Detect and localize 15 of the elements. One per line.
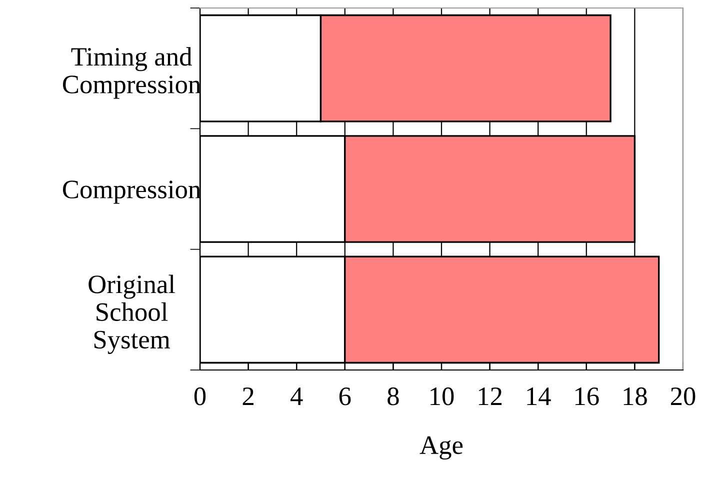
- x-tick-label: 8: [388, 387, 399, 406]
- x-tick-label: 14: [527, 388, 551, 405]
- x-tick-label: 18: [624, 387, 647, 406]
- x-tick-label: 20: [670, 387, 696, 406]
- y-tick-label: Timing and Compression: [62, 47, 201, 99]
- y-tick-label: Compression: [62, 180, 201, 204]
- y-tick-label: Original School System: [88, 274, 175, 354]
- x-tick-label: 0: [194, 387, 206, 406]
- x-tick-label: 16: [576, 388, 599, 406]
- x-tick-label: 2: [242, 388, 254, 405]
- x-tick-label: 10: [430, 387, 454, 406]
- x-tick-label: 6: [339, 388, 351, 406]
- x-axis-title: Age: [420, 436, 463, 460]
- x-tick-label: 12: [478, 388, 502, 405]
- x-tick-label: 4: [290, 388, 303, 405]
